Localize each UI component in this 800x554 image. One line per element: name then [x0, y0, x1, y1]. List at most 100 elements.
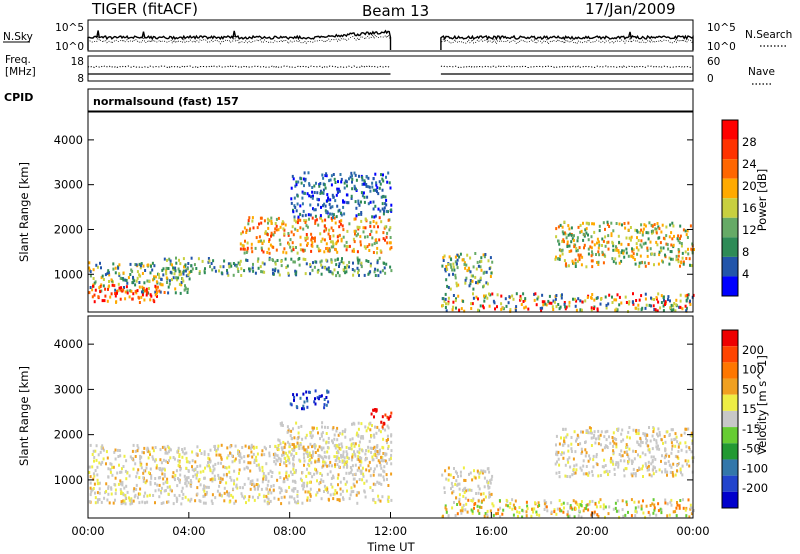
heatmap-cell	[294, 480, 297, 484]
heatmap-cell	[562, 427, 565, 431]
heatmap-cell	[243, 460, 246, 464]
heatmap-cell	[566, 510, 569, 514]
heatmap-cell	[366, 245, 369, 249]
heatmap-cell	[309, 493, 312, 497]
heatmap-cell	[88, 471, 91, 474]
heatmap-cell	[615, 461, 618, 465]
heatmap-cell	[444, 506, 447, 510]
heatmap-cell	[620, 259, 623, 263]
heatmap-cell	[156, 294, 158, 298]
heatmap-cell	[247, 477, 250, 481]
heatmap-cell	[573, 472, 576, 475]
heatmap-cell	[154, 284, 157, 288]
heatmap-cell	[107, 467, 110, 471]
heatmap-cell	[184, 495, 187, 499]
heatmap-cell	[585, 507, 588, 511]
heatmap-cell	[611, 460, 614, 464]
heatmap-cell	[126, 490, 129, 494]
heatmap-cell	[340, 211, 342, 215]
heatmap-cell	[198, 478, 201, 481]
heatmap-cell	[113, 450, 116, 454]
heatmap-cell	[385, 198, 388, 202]
heatmap-cell	[252, 226, 255, 230]
heatmap-cell	[334, 221, 337, 225]
heatmap-cell	[667, 460, 670, 464]
heatmap-cell	[231, 460, 234, 464]
heatmap-cell	[642, 499, 644, 503]
heatmap-cell	[290, 495, 293, 499]
heatmap-cell	[314, 208, 317, 212]
heatmap-cell	[627, 254, 630, 258]
heatmap-cell	[474, 252, 477, 255]
heatmap-cell	[365, 479, 368, 483]
heatmap-cell	[635, 242, 638, 246]
heatmap-cell	[97, 295, 100, 299]
heatmap-cell	[279, 457, 282, 461]
heatmap-cell	[360, 200, 362, 204]
heatmap-cell	[201, 259, 204, 263]
heatmap-cell	[333, 437, 336, 441]
heatmap-cell	[277, 269, 280, 273]
heatmap-cell	[677, 445, 680, 449]
heatmap-cell	[452, 300, 455, 304]
heatmap-cell	[117, 266, 120, 270]
heatmap-cell	[279, 491, 282, 495]
heatmap-cell	[370, 434, 373, 438]
heatmap-cell	[377, 494, 380, 498]
heatmap-cell	[667, 247, 670, 251]
heatmap-cell	[93, 456, 96, 459]
heatmap-cell	[324, 186, 327, 190]
heatmap-cell	[105, 489, 108, 493]
heatmap-cell	[303, 400, 306, 404]
heatmap-cell	[102, 457, 105, 461]
heatmap-cell	[333, 492, 336, 496]
heatmap-cell	[612, 449, 615, 453]
heatmap-cell	[218, 493, 221, 497]
heatmap-cell	[329, 493, 332, 497]
heatmap-cell	[665, 225, 668, 229]
heatmap-cell	[467, 488, 470, 492]
heatmap-cell	[621, 223, 623, 227]
heatmap-cell	[516, 510, 519, 514]
heatmap-cell	[287, 273, 290, 277]
heatmap-cell	[580, 504, 583, 507]
heatmap-cell	[451, 506, 454, 510]
heatmap-cell	[148, 280, 151, 283]
heatmap-cell	[238, 460, 241, 464]
heatmap-cell	[587, 431, 590, 435]
heatmap-cell	[350, 171, 353, 175]
heatmap-cell	[355, 493, 358, 497]
colorbar-tick-label: 20	[742, 179, 757, 193]
heatmap-cell	[254, 246, 257, 250]
heatmap-cell	[234, 263, 236, 267]
heatmap-cell	[296, 202, 299, 206]
heatmap-cell	[587, 247, 590, 251]
heatmap-cell	[237, 270, 240, 273]
heatmap-cell	[620, 251, 623, 255]
heatmap-cell	[645, 231, 648, 235]
heatmap-cell	[593, 512, 596, 516]
heatmap-cell	[236, 477, 239, 481]
heatmap-cell	[122, 465, 125, 468]
heatmap-cell	[183, 452, 186, 456]
heatmap-cell	[614, 506, 617, 510]
heatmap-cell	[570, 226, 573, 230]
heatmap-cell	[140, 295, 143, 299]
heatmap-cell	[180, 283, 183, 287]
heatmap-cell	[174, 266, 177, 270]
heatmap-cell	[669, 500, 672, 504]
heatmap-cell	[668, 454, 671, 458]
heatmap-cell	[626, 453, 629, 456]
y-tick-label: 2000	[54, 428, 83, 442]
heatmap-cell	[116, 471, 119, 475]
noise-left-tick-bottom: 10^0	[55, 41, 84, 53]
heatmap-cell	[139, 457, 142, 461]
heatmap-cell	[590, 235, 593, 239]
heatmap-cell	[117, 482, 120, 486]
heatmap-cell	[377, 207, 380, 211]
heatmap-cell	[185, 451, 188, 455]
heatmap-cell	[373, 242, 376, 245]
heatmap-cell	[219, 476, 222, 480]
heatmap-cell	[491, 260, 494, 264]
heatmap-cell	[637, 453, 639, 457]
